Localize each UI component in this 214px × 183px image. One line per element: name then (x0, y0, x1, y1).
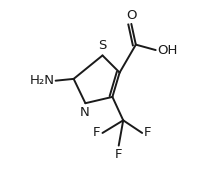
Text: F: F (144, 126, 152, 139)
Text: F: F (115, 148, 122, 161)
Text: OH: OH (157, 44, 177, 57)
Text: F: F (93, 126, 101, 139)
Text: H₂N: H₂N (30, 74, 55, 87)
Text: O: O (126, 9, 137, 22)
Text: S: S (98, 39, 107, 52)
Text: N: N (80, 107, 89, 119)
